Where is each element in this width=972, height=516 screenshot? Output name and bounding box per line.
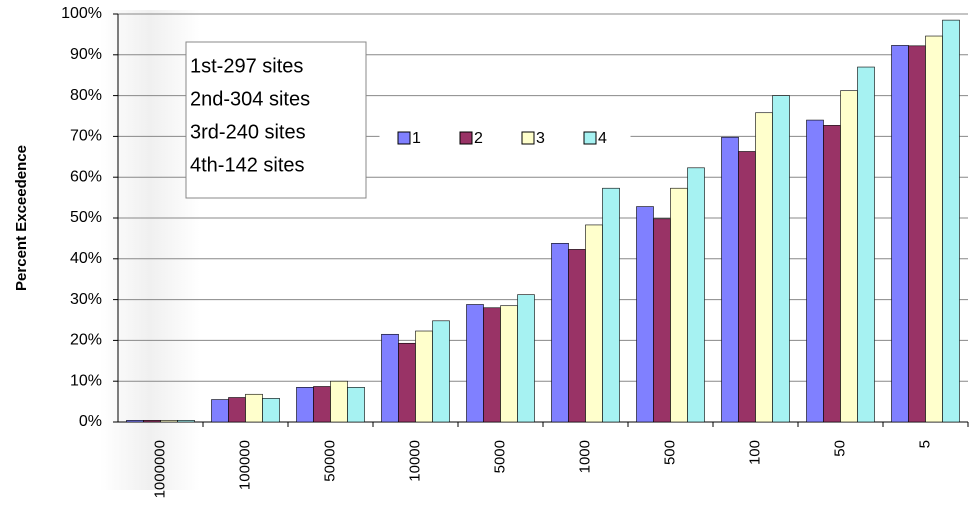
- x-tick-label: 10000: [406, 440, 423, 482]
- x-tick-label: 500: [661, 440, 678, 465]
- bar: [891, 45, 909, 423]
- x-tick-label: 100: [746, 440, 763, 465]
- bar: [143, 420, 161, 423]
- bar: [806, 119, 824, 423]
- legend-swatch: [583, 131, 597, 145]
- bar: [840, 90, 858, 423]
- bar: [653, 218, 671, 423]
- bar: [551, 242, 569, 423]
- smudge: [100, 10, 200, 490]
- bar: [432, 320, 450, 423]
- bar: [823, 125, 841, 423]
- bar: [313, 386, 331, 423]
- legend-swatch: [521, 131, 535, 145]
- bar: [296, 387, 314, 423]
- bar: [721, 136, 739, 423]
- x-tick-label: 50000: [321, 440, 338, 482]
- legend-label: 2: [474, 130, 483, 147]
- bar: [330, 380, 348, 423]
- y-tick-label: 30%: [70, 291, 102, 308]
- bar: [925, 35, 943, 423]
- y-tick-label: 20%: [70, 332, 102, 349]
- legend-label: 1: [412, 130, 421, 147]
- bar: [687, 167, 705, 423]
- bar: [908, 45, 926, 423]
- bar: [177, 420, 195, 423]
- legend-label: 4: [598, 130, 607, 147]
- bar: [126, 420, 144, 423]
- bar: [738, 151, 756, 423]
- bar: [415, 330, 433, 423]
- y-axis-label: Percent Exceedence: [13, 145, 30, 291]
- bar: [755, 112, 773, 423]
- y-tick-label: 10%: [70, 372, 102, 389]
- y-tick-label: 90%: [70, 46, 102, 63]
- bar: [466, 304, 484, 423]
- bar: [517, 294, 535, 423]
- bar: [381, 333, 399, 423]
- y-tick-label: 80%: [70, 87, 102, 104]
- x-tick-label: 50: [831, 440, 848, 457]
- bar: [636, 206, 654, 423]
- x-tick-label: 1000: [576, 440, 593, 473]
- annotation: 4th-142 sites: [190, 154, 305, 176]
- y-tick-label: 50%: [70, 209, 102, 226]
- bar: [602, 187, 620, 423]
- bar: [942, 19, 960, 423]
- bar: [568, 249, 586, 423]
- bar: [398, 342, 416, 423]
- bar: [160, 420, 178, 423]
- bar: [245, 393, 263, 423]
- bar: [262, 398, 280, 423]
- annotation: 1st-297 sites: [190, 55, 303, 77]
- bar: [228, 397, 246, 423]
- y-tick-label: 0%: [79, 413, 102, 430]
- bar: [670, 187, 688, 423]
- y-tick-label: 40%: [70, 250, 102, 267]
- y-tick-label: 70%: [70, 128, 102, 145]
- legend-swatch: [459, 131, 473, 145]
- bar: [772, 95, 790, 423]
- annotation-box: [185, 41, 367, 199]
- y-tick-label: 60%: [70, 168, 102, 185]
- bar: [347, 387, 365, 423]
- bar: [483, 307, 501, 423]
- annotation: 3rd-240 sites: [190, 121, 306, 143]
- x-tick-label: 1000000: [151, 440, 168, 498]
- legend-swatch: [397, 131, 411, 145]
- annotation: 2nd-304 sites: [190, 88, 310, 110]
- y-tick-label: 100%: [61, 5, 102, 22]
- x-tick-label: 5000: [491, 440, 508, 473]
- bar: [500, 305, 518, 423]
- bar: [857, 66, 875, 423]
- x-tick-label: 100000: [236, 440, 253, 490]
- x-tick-label: 5: [916, 440, 933, 448]
- legend-label: 3: [536, 130, 545, 147]
- bar: [211, 399, 229, 423]
- bar: [585, 224, 603, 423]
